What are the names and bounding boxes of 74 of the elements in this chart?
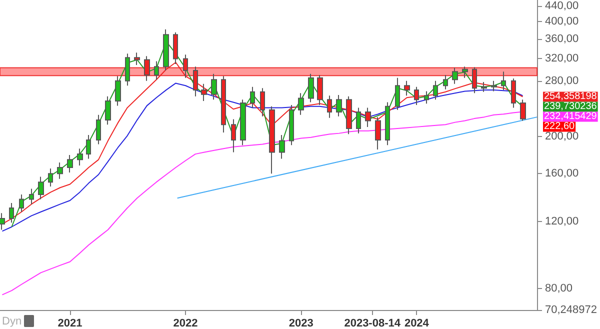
candlestick: [327, 95, 332, 118]
candlestick: [86, 134, 91, 160]
text: Dyn: [2, 316, 22, 328]
y-tick-label: 400,00: [545, 16, 579, 28]
candlestick: [443, 74, 448, 90]
candlestick: [414, 86, 419, 106]
candlestick: [115, 76, 121, 106]
candlestick: [240, 99, 246, 146]
y-tick-label: 280,00: [545, 74, 579, 87]
candlestick: [298, 92, 304, 116]
candlestick: [105, 96, 111, 126]
candlestick: [19, 194, 24, 212]
candlestick: [520, 99, 526, 122]
candlestick: [260, 88, 265, 117]
candlestick: [404, 80, 410, 96]
x-tick-label: 2022: [173, 318, 198, 329]
x-tick-label: 2021: [58, 318, 82, 329]
annotation: 239,730236: [544, 101, 598, 112]
candlestick: [346, 96, 352, 135]
candlestick: [452, 67, 458, 84]
y-tick-label: 440,00: [545, 0, 579, 12]
candlestick: [308, 73, 314, 103]
y-tick-label: 120,00: [545, 215, 579, 228]
candlestick: [57, 162, 63, 180]
candlestick: [96, 114, 101, 145]
candlestick: [289, 104, 294, 146]
candlestick: [163, 28, 169, 72]
y-tick-label: 360,00: [545, 33, 579, 46]
candlestick: [134, 52, 140, 66]
candlestick: [125, 53, 130, 86]
annotation: 222,60: [544, 121, 576, 132]
candlestick: [0, 212, 5, 230]
candlestick: [48, 168, 53, 187]
candlestick: [29, 188, 34, 205]
candlestick: [365, 107, 371, 128]
candlestick: [211, 73, 217, 100]
candlestick: [193, 66, 198, 97]
candlestick: [279, 134, 285, 160]
candlestick: [375, 116, 381, 150]
candlestick: [144, 56, 150, 82]
line-series: [2, 82, 524, 232]
candlestick: [462, 66, 468, 78]
candlestick: [336, 94, 342, 117]
x-tick-label: 2023: [288, 318, 314, 329]
y-tick-label: 320,00: [545, 52, 579, 65]
annotation: 232,415429: [544, 111, 598, 122]
y-tick-label: 160,00: [545, 168, 579, 180]
annotation: 254,358198: [544, 91, 598, 102]
candlestick: [221, 76, 226, 134]
candlestick: [385, 102, 390, 146]
candlestick: [395, 77, 400, 110]
candlestick: [67, 154, 73, 174]
candlestick: [38, 176, 44, 200]
candlestick: [317, 74, 323, 106]
candlestick: [424, 90, 429, 104]
candlestick: [491, 80, 497, 92]
y-tick-label: 80,00: [545, 282, 573, 294]
candlestick: [201, 83, 207, 102]
x-tick-label: 2023-08-14: [344, 318, 402, 329]
candlestick: [511, 78, 516, 108]
candlestick: [481, 82, 487, 92]
candlestick: [231, 118, 236, 153]
x-tick-label: 2024: [404, 318, 430, 329]
candlestick: [77, 148, 83, 166]
y-tick-label: 200,00: [545, 130, 579, 143]
candlestick: [472, 66, 477, 94]
y-tick-label: 70,248972: [545, 304, 597, 316]
candlestick: [433, 80, 438, 100]
candlestick: [250, 86, 255, 108]
candlestick: [501, 71, 506, 90]
candlestick: [269, 106, 275, 174]
candlestick: [9, 202, 14, 224]
candlestick: [154, 60, 159, 80]
candlestick: [356, 107, 361, 134]
